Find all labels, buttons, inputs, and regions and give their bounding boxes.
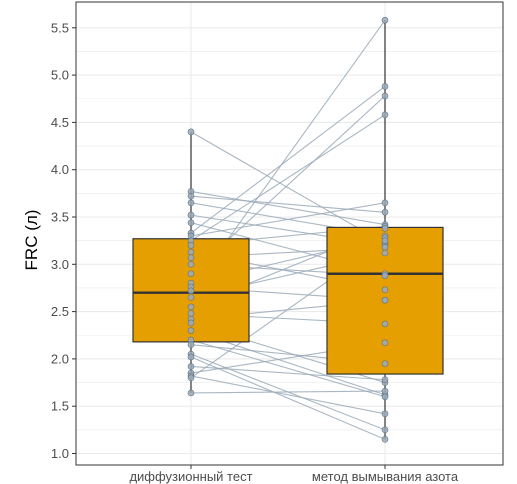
data-point	[381, 249, 389, 257]
data-point	[187, 374, 195, 382]
data-point	[187, 303, 195, 311]
pair-line	[190, 365, 386, 381]
data-point	[381, 111, 389, 119]
y-tick-label: 3.5	[51, 210, 69, 225]
pair-line	[190, 339, 386, 398]
data-point	[381, 199, 389, 207]
data-point	[187, 128, 195, 136]
pair-line	[190, 131, 386, 244]
data-point	[187, 327, 195, 334]
data-point	[187, 353, 195, 361]
data-point	[381, 243, 389, 251]
pair-line	[190, 114, 386, 242]
y-tick-label: 5.0	[51, 68, 69, 83]
pair-line	[190, 86, 386, 234]
data-point	[381, 393, 389, 401]
data-point	[381, 237, 389, 244]
y-tick-label: 2.0	[51, 351, 69, 366]
data-point	[381, 272, 389, 279]
y-axis-title: FRC (л)	[22, 210, 41, 271]
data-point	[381, 410, 389, 418]
data-point	[187, 219, 195, 226]
data-point	[187, 287, 195, 295]
data-point	[381, 16, 389, 24]
y-tick-label: 3.0	[51, 257, 69, 272]
pair-line	[190, 375, 386, 415]
data-point	[381, 208, 389, 216]
data-point	[381, 286, 389, 294]
y-tick-label: 5.5	[51, 20, 69, 35]
y-axis: 1.0 1.5 2.0 2.5 3.0 3.5 4.0 4.5 5.0 5.5	[51, 20, 76, 461]
pair-line	[190, 202, 386, 237]
y-tick-label: 1.0	[51, 446, 69, 461]
data-point	[187, 211, 195, 219]
data-points	[187, 16, 389, 443]
data-point	[187, 319, 195, 327]
pair-line	[190, 390, 386, 394]
data-point	[381, 436, 389, 443]
pair-line	[190, 195, 386, 213]
data-point	[187, 248, 195, 256]
data-point	[187, 192, 195, 200]
y-tick-label: 4.5	[51, 115, 69, 130]
data-point	[381, 92, 389, 100]
data-point	[187, 310, 195, 317]
data-point	[381, 225, 389, 232]
data-point	[187, 363, 195, 370]
x-axis: диффузионный тест метод вымывания азота	[129, 465, 459, 484]
plot-panel-border	[75, 1, 504, 466]
data-point	[187, 389, 195, 397]
pair-line	[190, 190, 386, 226]
data-point	[187, 294, 195, 301]
data-point	[381, 360, 389, 367]
pair-line	[190, 356, 386, 440]
y-tick-label: 4.0	[51, 162, 69, 177]
data-point	[187, 254, 195, 261]
data-point	[187, 341, 195, 349]
data-point	[381, 320, 389, 328]
data-point	[381, 296, 389, 304]
data-point	[381, 339, 389, 347]
x-tick-label: диффузионный тест	[129, 469, 252, 484]
y-tick-label: 2.5	[51, 304, 69, 319]
x-tick-label: метод вымывания азота	[312, 469, 459, 484]
data-point	[187, 270, 195, 278]
data-point	[187, 242, 195, 249]
data-point	[381, 83, 389, 90]
data-point	[381, 376, 389, 384]
data-point	[187, 260, 195, 268]
data-point	[381, 426, 389, 434]
data-point	[187, 199, 195, 207]
data-point	[381, 387, 389, 395]
y-tick-label: 1.5	[51, 399, 69, 414]
